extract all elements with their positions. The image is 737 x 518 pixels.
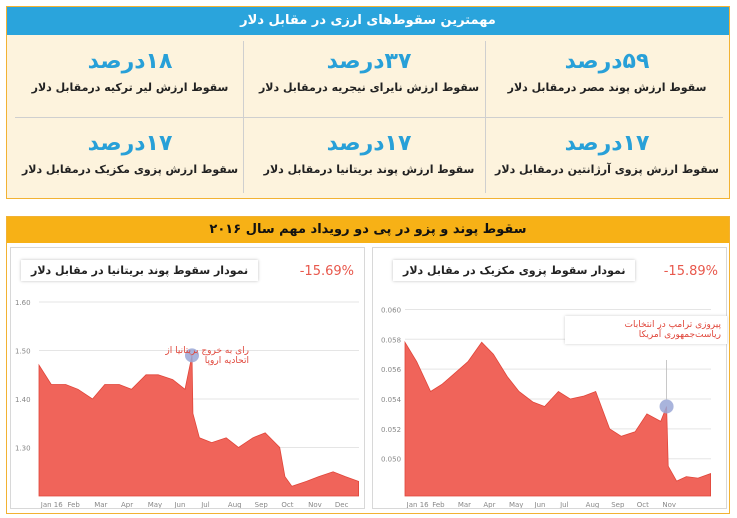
stat-description: سقوط ارزش پوند بریتانیا درمقابل دلار <box>263 163 475 176</box>
x-tick-label: Mar <box>458 501 471 508</box>
brexit-annotation: رای به خروج بریتانیا از اتحادیه اروپا <box>165 346 249 366</box>
y-tick-label: 0.060 <box>381 306 401 314</box>
bottom-charts-box: سقوط پوند و پزو در پی دو رویداد مهم سال … <box>6 216 730 514</box>
stat-percent: ۱۷درصد <box>326 131 412 156</box>
x-tick-label: Apr <box>483 501 495 508</box>
stat-nigeria: ۳۷درصد سقوط ارزش نایرای نیجریه درمقابل د… <box>256 43 482 117</box>
x-tick-label: Feb <box>67 501 80 508</box>
stat-egypt: ۵۹درصد سقوط ارزش پوند مصر درمقابل دلار <box>494 43 720 117</box>
stat-percent: ۱۷درصد <box>564 131 650 156</box>
stat-percent: ۱۷درصد <box>87 131 173 156</box>
trump-annotation: پیروزی ترامپ در انتخابات ریاست‌جمهوری آم… <box>565 316 727 344</box>
gbp-chart: 1.60 1.50 1.40 1.30 Jan 16 Feb Mar Apr May Jun Jul… <box>15 299 359 508</box>
x-tick-label: Nov <box>662 501 676 508</box>
y-tick-label: 1.50 <box>15 348 31 356</box>
y-tick-label: 0.050 <box>381 456 401 464</box>
x-tick-label: Jun <box>534 501 546 508</box>
x-tick-label: Mar <box>94 501 107 508</box>
top-stats-box: مهمترین سقوط‌های ارزی در مقابل دلار ۵۹در… <box>6 6 730 199</box>
stat-description: سقوط ارزش نایرای نیجریه درمقابل دلار <box>258 81 480 94</box>
x-tick-label: Aug <box>228 501 242 508</box>
stat-description: سقوط ارزش لیر ترکیه درمقابل دلار <box>31 81 229 94</box>
x-tick-label: Jul <box>200 501 210 508</box>
stat-mexico: ۱۷درصد سقوط ارزش پزوی مکزیک درمقابل دلار <box>17 125 243 199</box>
x-tick-label: May <box>509 501 523 508</box>
area-series <box>38 355 359 497</box>
y-tick-label: 0.054 <box>381 396 402 404</box>
x-tick-label: Sep <box>255 501 269 508</box>
x-tick-label: Jan 16 <box>40 501 63 508</box>
stat-argentina: ۱۷درصد سقوط ارزش پزوی آرژانتین درمقابل د… <box>494 125 720 199</box>
stat-percent: ۱۸درصد <box>87 49 173 74</box>
x-tick-label: Jun <box>173 501 185 508</box>
stat-percent: ۳۷درصد <box>326 49 412 74</box>
y-tick-label: 0.056 <box>381 366 402 374</box>
mxn-change-value: -15.89% <box>663 264 718 279</box>
mxn-chart-panel: 0.060 0.058 0.056 0.054 0.052 0.050 Jan 16 Feb M… <box>372 247 727 509</box>
x-tick-label: Nov <box>308 501 322 508</box>
bottom-charts-title: سقوط پوند و پزو در پی دو رویداد مهم سال … <box>7 217 729 243</box>
y-tick-label: 0.052 <box>381 426 401 434</box>
stat-description: سقوط ارزش پزوی آرژانتین درمقابل دلار <box>495 163 719 176</box>
x-tick-label: Jan 16 <box>406 501 429 508</box>
y-tick-label: 1.30 <box>15 445 31 453</box>
x-tick-label: Jul <box>559 501 569 508</box>
mxn-chart-title: نمودار سقوط پزوی مکزیک در مقابل دلار <box>393 260 636 281</box>
x-tick-label: Oct <box>281 501 293 508</box>
x-tick-label: Apr <box>121 501 133 508</box>
y-tick-label: 1.60 <box>15 299 31 307</box>
x-tick-label: Dec <box>335 501 349 508</box>
gbp-change-value: -15.69% <box>299 264 354 279</box>
area-series <box>404 340 711 497</box>
x-tick-label: Oct <box>637 501 649 508</box>
stat-description: سقوط ارزش پزوی مکزیک درمقابل دلار <box>21 163 239 176</box>
gbp-chart-panel: 1.60 1.50 1.40 1.30 Jan 16 Feb Mar Apr May Jun Jul… <box>10 247 365 509</box>
x-tick-label: Aug <box>586 501 600 508</box>
y-tick-label: 0.058 <box>381 336 401 344</box>
gbp-chart-title: نمودار سقوط پوند بریتانیا در مقابل دلار <box>21 260 259 281</box>
stat-percent: ۵۹درصد <box>564 49 650 74</box>
stat-turkey: ۱۸درصد سقوط ارزش لیر ترکیه درمقابل دلار <box>17 43 243 117</box>
x-tick-label: Feb <box>432 501 445 508</box>
top-stats-title: مهمترین سقوط‌های ارزی در مقابل دلار <box>7 7 729 35</box>
stat-description: سقوط ارزش پوند مصر درمقابل دلار <box>507 81 707 94</box>
grid-divider <box>15 117 723 118</box>
stat-britain: ۱۷درصد سقوط ارزش پوند بریتانیا درمقابل د… <box>256 125 482 199</box>
event-marker <box>659 399 674 414</box>
x-tick-label: May <box>148 501 162 508</box>
mxn-chart: 0.060 0.058 0.056 0.054 0.052 0.050 Jan 16 Feb M… <box>381 306 711 508</box>
y-tick-label: 1.40 <box>15 396 31 404</box>
event-marker <box>184 348 199 363</box>
x-tick-label: Sep <box>611 501 625 508</box>
